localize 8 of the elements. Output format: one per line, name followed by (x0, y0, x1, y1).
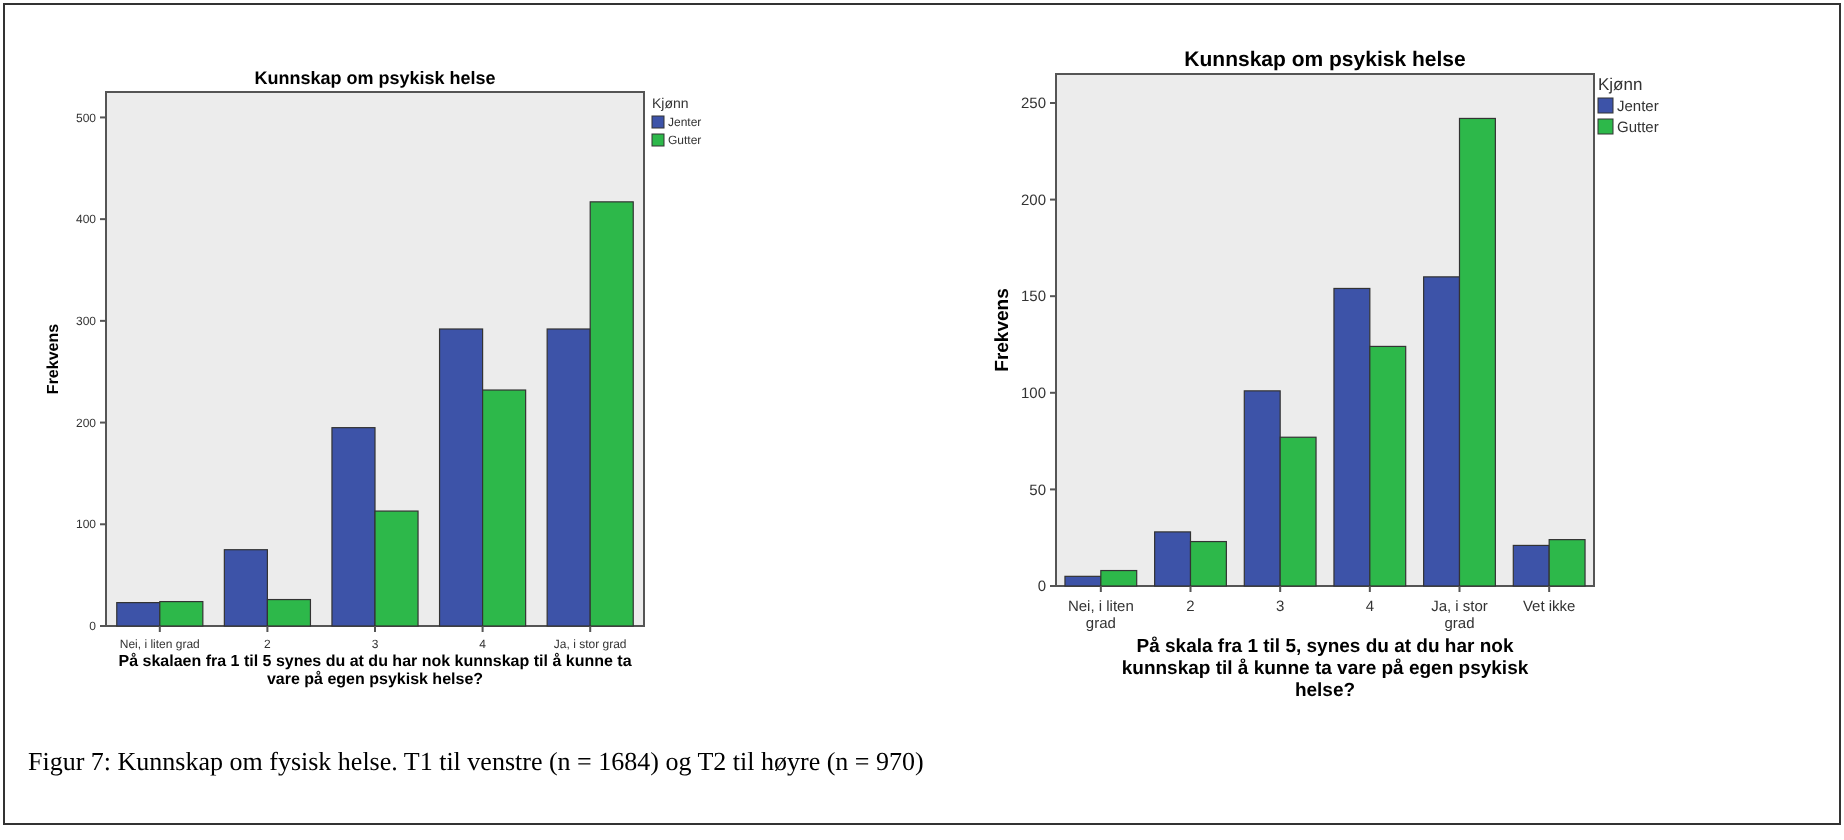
legend-title: Kjønn (1598, 74, 1643, 94)
chart-title: Kunnskap om psykisk helse (1184, 48, 1466, 72)
chart-title: Kunnskap om psykisk helse (254, 68, 496, 88)
y-axis-title: Frekvens (44, 322, 62, 395)
y-axis-title: Frekvens (992, 288, 1014, 372)
x-axis-title: På skala fra 1 til 5, synes du at du har nok kunnskap til å kunne ta vare på egen psykisk helse? (1121, 636, 1530, 702)
x-axis-title: På skalaen fra 1 til 5 synes du at du har nok kunnskap til å kunne ta vare på egen psykisk helse? (118, 652, 633, 689)
text: Figur 7: Kunnskap om fysisk helse. T1 til venstre (n = 1684) og T2 til høyre (n = 970) (28, 746, 924, 776)
